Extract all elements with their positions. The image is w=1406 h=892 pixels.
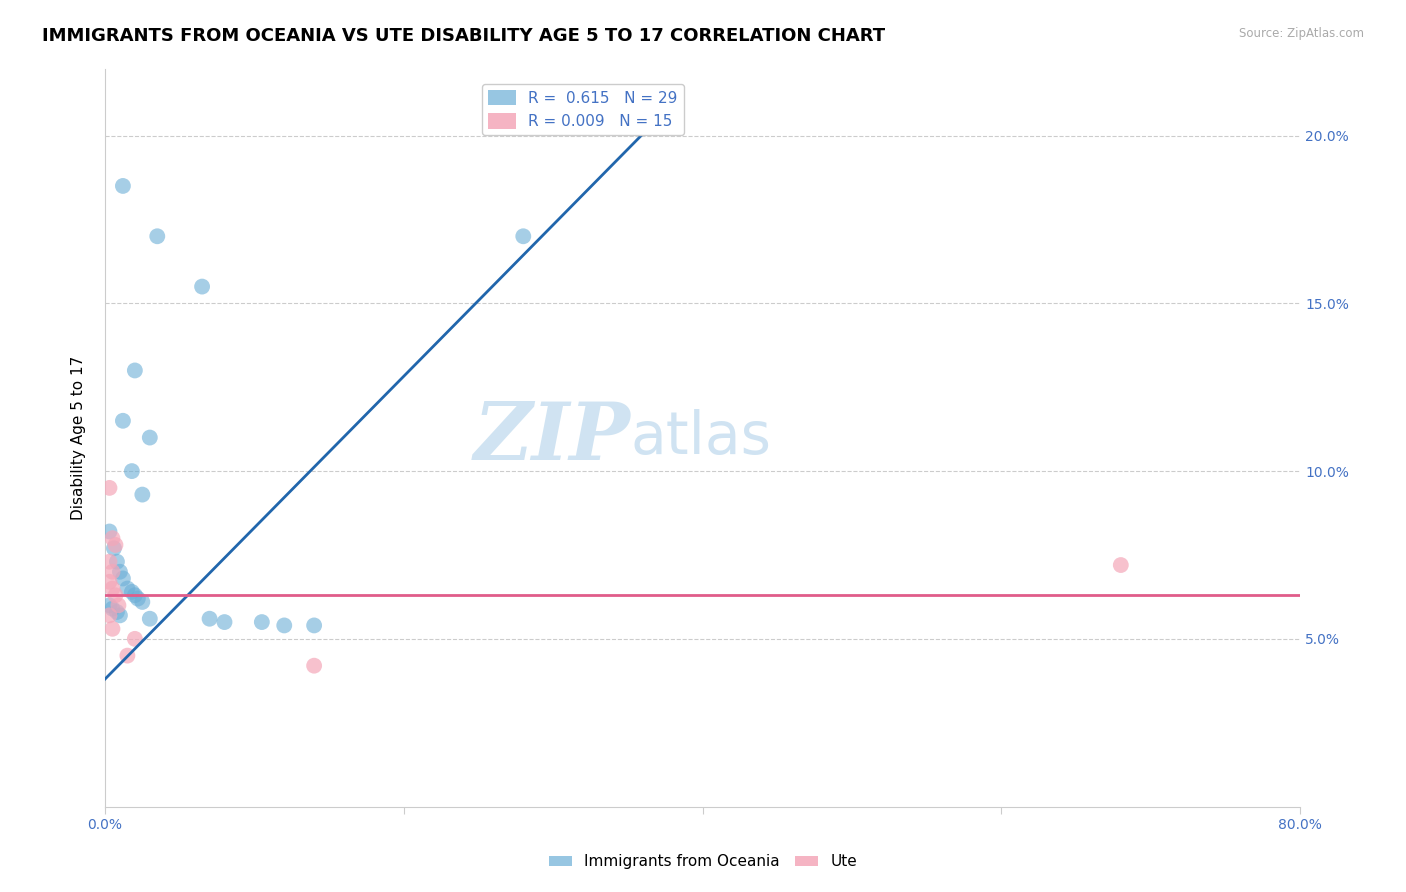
Point <box>273 618 295 632</box>
Point <box>98 599 121 613</box>
Legend: R =  0.615   N = 29, R = 0.009   N = 15: R = 0.615 N = 29, R = 0.009 N = 15 <box>482 84 683 136</box>
Point <box>103 541 125 556</box>
Point <box>139 612 162 626</box>
Point <box>101 582 124 596</box>
Text: Source: ZipAtlas.com: Source: ZipAtlas.com <box>1239 27 1364 40</box>
Point <box>101 601 124 615</box>
Point <box>302 618 325 632</box>
Point <box>117 582 139 596</box>
Point <box>98 481 121 495</box>
Point <box>98 555 121 569</box>
Point <box>111 414 134 428</box>
Text: ZIP: ZIP <box>474 399 631 476</box>
Point <box>105 605 128 619</box>
Point <box>198 612 221 626</box>
Point <box>111 572 134 586</box>
Point <box>101 531 124 545</box>
Point <box>127 591 149 606</box>
Point <box>104 538 127 552</box>
Point <box>250 615 273 629</box>
Point <box>121 585 143 599</box>
Point <box>108 565 131 579</box>
Point <box>98 524 121 539</box>
Point <box>512 229 534 244</box>
Point <box>131 595 153 609</box>
Point <box>104 588 127 602</box>
Point <box>191 279 214 293</box>
Point <box>108 608 131 623</box>
Point <box>124 588 146 602</box>
Point <box>111 178 134 193</box>
Point <box>124 363 146 377</box>
Legend: Immigrants from Oceania, Ute: Immigrants from Oceania, Ute <box>543 848 863 875</box>
Point <box>98 608 121 623</box>
Point <box>302 658 325 673</box>
Point <box>101 622 124 636</box>
Text: IMMIGRANTS FROM OCEANIA VS UTE DISABILITY AGE 5 TO 17 CORRELATION CHART: IMMIGRANTS FROM OCEANIA VS UTE DISABILIT… <box>42 27 886 45</box>
Point <box>146 229 169 244</box>
Point <box>1109 558 1132 572</box>
Point <box>117 648 139 663</box>
Point <box>139 431 162 445</box>
Text: atlas: atlas <box>631 409 772 466</box>
Point <box>131 487 153 501</box>
Point <box>105 555 128 569</box>
Y-axis label: Disability Age 5 to 17: Disability Age 5 to 17 <box>72 355 86 520</box>
Point <box>101 565 124 579</box>
Point <box>214 615 236 629</box>
Point <box>121 464 143 478</box>
Point <box>107 599 129 613</box>
Point <box>98 574 121 589</box>
Point <box>124 632 146 646</box>
